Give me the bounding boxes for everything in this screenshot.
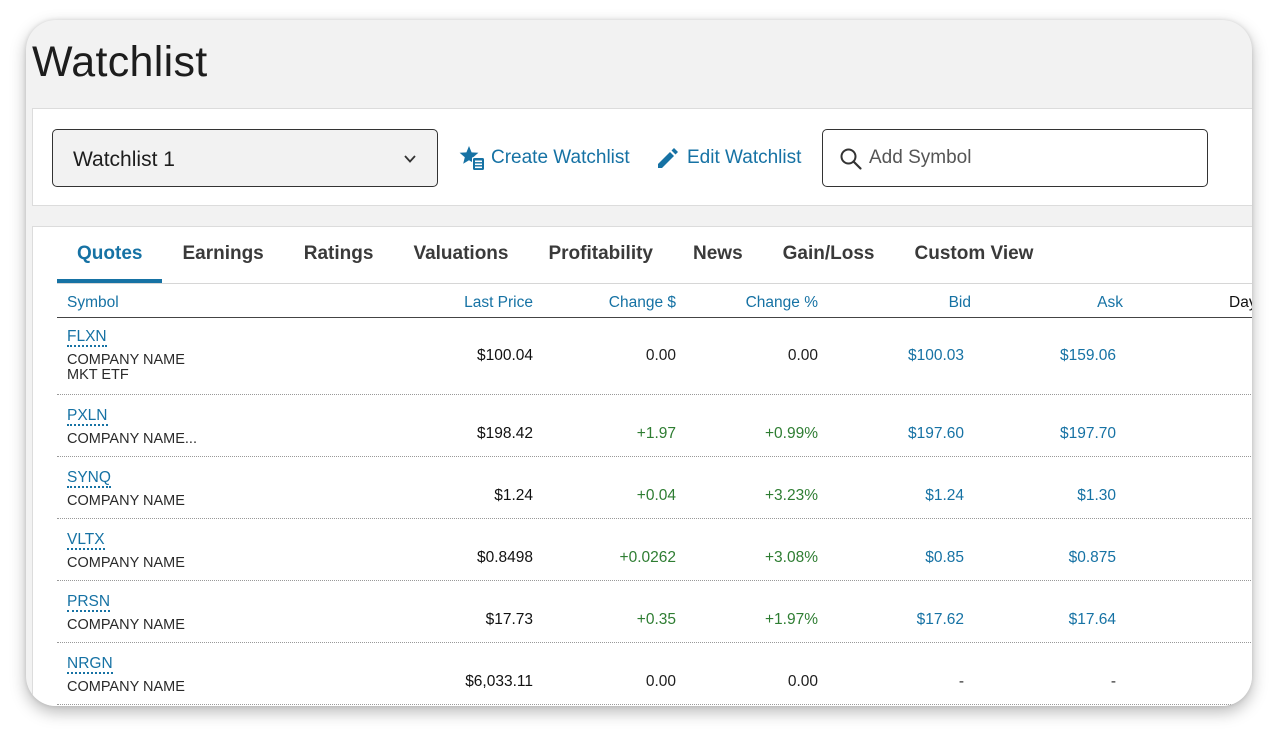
change-dollar-cell: +0.0262 <box>619 549 676 566</box>
bid-cell: - <box>958 673 964 690</box>
change-dollar-cell: +1.97 <box>636 425 676 442</box>
table-header: Symbol Last Price Change $ Change % Bid … <box>57 284 1252 318</box>
page-title: Watchlist <box>32 38 208 86</box>
table-row[interactable]: PRSN COMPANY NAME $17.73 +0.35 +1.97% $17.62 $… <box>57 581 1252 643</box>
col-day[interactable]: Day <box>1229 294 1252 311</box>
col-ask[interactable]: Ask <box>1097 294 1123 311</box>
tab-bar: Quotes Earnings Ratings Valuations Profitabi… <box>57 227 1053 283</box>
change-dollar-cell: +0.35 <box>636 611 676 628</box>
tab-quotes[interactable]: Quotes <box>57 227 163 283</box>
ask-cell: - <box>1110 673 1116 690</box>
search-icon <box>840 148 862 170</box>
table-row[interactable]: VLTX COMPANY NAME $0.8498 +0.0262 +3.08% $0.8… <box>57 519 1252 581</box>
ask-cell: $1.30 <box>1077 487 1116 504</box>
watchlist-select-value: Watchlist 1 <box>73 148 175 171</box>
bid-cell: $100.03 <box>907 347 964 364</box>
col-symbol[interactable]: Symbol <box>67 294 119 311</box>
create-watchlist-button[interactable]: Create Watchlist <box>459 145 630 171</box>
last-price-cell: $0.8498 <box>476 549 533 566</box>
change-pct-cell: 0.00 <box>787 347 818 364</box>
watchlist-select[interactable]: Watchlist 1 <box>52 129 438 187</box>
symbol-link[interactable]: NRGN <box>67 655 113 674</box>
ask-cell: $0.875 <box>1068 549 1116 566</box>
change-pct-cell: +0.99% <box>764 425 818 442</box>
col-change-pct[interactable]: Change % <box>745 294 818 311</box>
company-name: COMPANY NAME <box>67 679 185 695</box>
company-name: COMPANY NAME <box>67 555 185 571</box>
last-price-cell: $198.42 <box>476 425 533 442</box>
pencil-icon <box>658 148 678 168</box>
company-name: COMPANY NAME <box>67 617 185 633</box>
tab-ratings[interactable]: Ratings <box>303 243 374 264</box>
change-pct-cell: 0.00 <box>787 673 818 690</box>
add-symbol-search <box>822 129 1208 187</box>
change-pct-cell: +1.97% <box>764 611 818 628</box>
bid-cell: $197.60 <box>907 425 964 442</box>
tab-news[interactable]: News <box>693 243 743 264</box>
change-pct-cell: +3.23% <box>764 487 818 504</box>
ask-cell: $159.06 <box>1059 347 1116 364</box>
tab-valuations[interactable]: Valuations <box>413 243 509 264</box>
tab-custom-view[interactable]: Custom View <box>914 243 1034 264</box>
app-window: Watchlist Watchlist 1 Create Watchlist <box>26 20 1252 706</box>
symbol-link[interactable]: PXLN <box>67 407 108 426</box>
tab-divider <box>57 283 1252 284</box>
edit-watchlist-button[interactable]: Edit Watchlist <box>655 145 801 171</box>
symbol-link[interactable]: SYNQ <box>67 469 111 488</box>
change-dollar-cell: +0.04 <box>636 487 676 504</box>
symbol-link[interactable]: VLTX <box>67 531 105 550</box>
symbol-link[interactable]: FLXN <box>67 328 107 347</box>
symbol-link[interactable]: PRSN <box>67 593 111 612</box>
bid-cell: $0.85 <box>925 549 964 566</box>
change-dollar-cell: 0.00 <box>645 673 676 690</box>
chevron-down-icon <box>404 155 416 163</box>
star-list-icon <box>459 146 484 170</box>
last-price-cell: $1.24 <box>494 487 533 504</box>
tab-earnings[interactable]: Earnings <box>182 243 264 264</box>
col-bid[interactable]: Bid <box>948 294 971 311</box>
table-row[interactable]: FLXN COMPANY NAME MKT ETF $100.04 0.00 0.00 $1… <box>57 318 1252 395</box>
col-last-price[interactable]: Last Price <box>464 294 533 311</box>
last-price-cell: $6,033.11 <box>465 673 533 690</box>
last-price-cell: $100.04 <box>476 347 533 364</box>
ask-cell: $17.64 <box>1068 611 1116 628</box>
last-price-cell: $17.73 <box>485 611 533 628</box>
create-watchlist-label: Create Watchlist <box>491 147 630 168</box>
table-row[interactable]: PXLN COMPANY NAME... $198.42 +1.97 +0.99% $19… <box>57 395 1252 457</box>
company-name: COMPANY NAME <box>67 493 185 509</box>
change-pct-cell: +3.08% <box>764 549 818 566</box>
company-name: COMPANY NAME <box>67 352 185 368</box>
tab-gain-loss[interactable]: Gain/Loss <box>782 243 875 264</box>
col-change-dollar[interactable]: Change $ <box>608 294 676 311</box>
ask-cell: $197.70 <box>1059 425 1116 442</box>
table-row[interactable]: SYNQ COMPANY NAME $1.24 +0.04 +3.23% $1.24 $1.… <box>57 457 1252 519</box>
edit-watchlist-label: Edit Watchlist <box>687 147 802 168</box>
table-row[interactable]: NRGN COMPANY NAME $6,033.11 0.00 0.00 - - <box>57 643 1252 705</box>
watchlist-toolbar: Watchlist 1 Create Watchlist Edit Watchl… <box>32 108 1252 206</box>
tab-profitability[interactable]: Profitability <box>548 243 653 264</box>
company-subtitle: MKT ETF <box>67 367 129 383</box>
bid-cell: $17.62 <box>916 611 964 628</box>
bid-cell: $1.24 <box>925 487 964 504</box>
company-name: COMPANY NAME... <box>67 431 197 447</box>
change-dollar-cell: 0.00 <box>645 347 676 364</box>
quotes-panel: Quotes Earnings Ratings Valuations Profitabi… <box>32 226 1252 706</box>
add-symbol-input[interactable] <box>869 144 1189 172</box>
